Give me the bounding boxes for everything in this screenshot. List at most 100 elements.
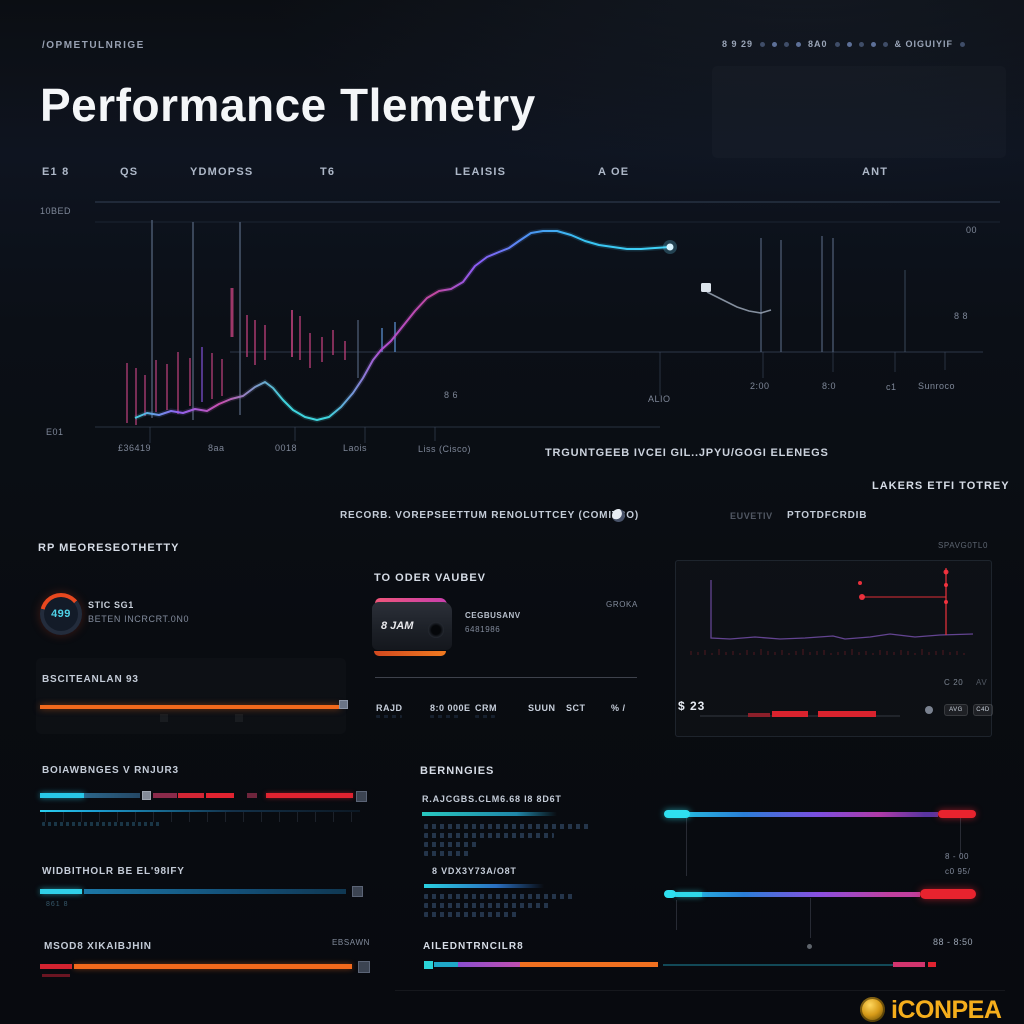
tab-6[interactable]: ANT	[862, 166, 889, 178]
rbarA-left-cap[interactable]	[664, 810, 690, 818]
toolbar-label-3[interactable]: & OIGUIYIF	[894, 39, 954, 49]
ghost-text-row	[42, 822, 162, 826]
mini-slider-segment[interactable]	[748, 713, 770, 717]
ghost-text-row	[376, 715, 402, 718]
tab-4[interactable]: LEAISIS	[455, 166, 507, 178]
list-item1-title[interactable]: R.AJCGBS.CLM6.68 I8 8D6T	[422, 794, 562, 804]
axis-label: 00	[966, 225, 978, 235]
tab-1[interactable]: QS	[120, 166, 139, 178]
lakers-heading: LAKERS ETFI TOTREY	[872, 480, 1010, 492]
indicator-dot[interactable]	[784, 41, 790, 47]
protocols-label[interactable]: PTOTDFCRDIB	[787, 510, 868, 521]
gauge-label-2: BETEN INCRCRT.0N0	[88, 614, 190, 624]
meter4-handle[interactable]	[358, 961, 370, 973]
ghost-text-row	[424, 903, 552, 908]
rbarA-dropline	[686, 818, 687, 876]
meter4-underline	[42, 974, 70, 977]
indicator-dot[interactable]	[834, 41, 840, 47]
tab-3[interactable]: T6	[320, 166, 336, 178]
rbarB-dot	[807, 944, 812, 949]
meter3-seg-cyan	[40, 889, 82, 894]
axis-label: 8:0	[822, 381, 837, 391]
meter2-ticks	[45, 812, 355, 822]
ghost-text-row	[424, 894, 574, 899]
range3: 88 - 8:50	[933, 937, 974, 947]
axis-label: 2:00	[750, 381, 770, 391]
main-telemetry-chart	[95, 201, 1000, 443]
right-panel-small2: AV	[976, 678, 988, 687]
trend-note: TRGUNTGEEB IVCEI GIL..JPYU/GOGI ELENEGS	[545, 447, 829, 459]
indicator-dot[interactable]	[858, 41, 864, 47]
stat-5: % /	[611, 703, 626, 713]
tab-2[interactable]: YDMOPSS	[190, 166, 254, 178]
rbarB-left-cap[interactable]	[664, 890, 676, 898]
mini-line	[710, 580, 974, 640]
indicator-dot[interactable]	[960, 41, 966, 47]
ghost-text-row	[424, 851, 472, 856]
chip-avg[interactable]: AVG	[944, 704, 968, 716]
indicator-dot[interactable]	[760, 41, 766, 47]
stat-2: CRM	[475, 703, 497, 713]
device-card[interactable]: 8 JAM	[372, 598, 452, 656]
meter2-seg-red3	[266, 793, 353, 798]
middle-divider	[375, 677, 637, 678]
toggle-switch[interactable]	[612, 509, 625, 522]
meter2-seg-cyan	[40, 793, 84, 798]
mini-slider-segment[interactable]	[772, 711, 808, 717]
meter4-seg-red	[40, 964, 72, 969]
meter1-handle[interactable]	[339, 700, 348, 709]
mini-red-dot	[943, 569, 949, 575]
meter1-label: BSCITEANLAN 93	[42, 674, 139, 685]
device-line2: 6481986	[465, 625, 501, 634]
gauge-inner: 499	[44, 597, 78, 631]
indicator-dot[interactable]	[772, 41, 778, 47]
indicator-dot[interactable]	[846, 41, 852, 47]
toolbar-label-2[interactable]: 8A0	[808, 39, 828, 49]
right-panel-corner-label: SPAVG0TL0	[938, 541, 989, 550]
indicator-dot[interactable]	[796, 41, 802, 47]
indicator-dot[interactable]	[870, 41, 876, 47]
main-line	[134, 230, 671, 421]
toolbar-label-1[interactable]: 8 9 29	[722, 39, 754, 49]
ghost-text-row	[475, 715, 495, 718]
indicator-dot[interactable]	[882, 41, 888, 47]
cursor-marker[interactable]	[701, 283, 711, 292]
meter3-seg-blue	[84, 889, 346, 894]
right-panel-value: $ 23	[678, 699, 706, 713]
rbarB	[668, 892, 920, 897]
stat-3: SUUN	[528, 703, 556, 713]
ghost-text-row	[424, 842, 480, 847]
gauge-value: 499	[51, 608, 71, 620]
mini-red-dot	[944, 600, 948, 604]
rbarB-right-cap[interactable]	[920, 889, 976, 899]
tab-5[interactable]: A OE	[598, 166, 630, 178]
meter2-label: BOIAWBNGES V RNJUR3	[42, 765, 179, 776]
mini-slider-segment[interactable]	[818, 711, 876, 717]
ghost-text-row	[430, 715, 460, 718]
line-end-dot	[666, 243, 674, 251]
meter3-handle[interactable]	[352, 886, 363, 897]
meter2-seg-steel	[84, 793, 140, 798]
slider-dot[interactable]	[925, 706, 933, 714]
meter1-marker	[235, 714, 243, 722]
bottombar-purple	[458, 962, 520, 967]
meter2-handle[interactable]	[356, 791, 367, 802]
list-item1-bar	[422, 812, 557, 816]
meter1-bar	[40, 705, 340, 709]
footer-divider	[395, 990, 1005, 991]
euvetiv-label: EUVETIV	[730, 511, 773, 521]
ghost-text-row	[424, 912, 520, 917]
meter1-marker	[160, 714, 168, 722]
chip-c4d[interactable]: C4D	[973, 704, 993, 716]
list-item2-title[interactable]: 8 VDX3Y73A/O8T	[432, 866, 517, 876]
mini-red-dot	[944, 583, 948, 587]
bottombar-cap[interactable]	[424, 961, 433, 969]
meter2-seg-darkred	[153, 793, 177, 798]
meter2-mid-handle[interactable]	[142, 791, 151, 800]
bottombar-teal	[434, 962, 458, 967]
meter1-panel	[36, 658, 346, 734]
tab-0[interactable]: E1 8	[42, 166, 70, 178]
rbarA-right-cap[interactable]	[938, 810, 976, 818]
right-panel	[675, 560, 992, 737]
bottom-list-title: AILEDNTRNCILR8	[423, 941, 524, 952]
